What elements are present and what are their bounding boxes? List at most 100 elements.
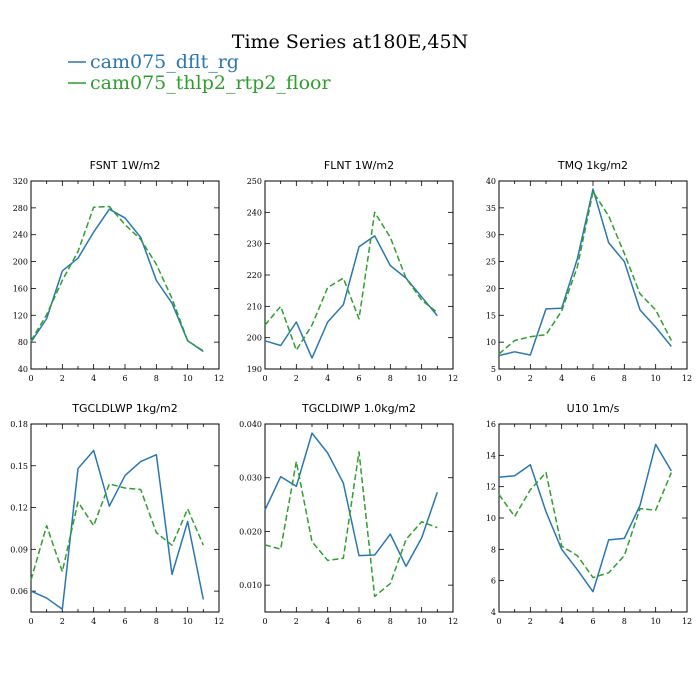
y-tick-label: 6	[491, 577, 496, 586]
series-line-0	[498, 188, 672, 357]
x-tick-label: 8	[154, 617, 159, 626]
series-line-0	[30, 208, 204, 353]
y-tick-label: 200	[13, 258, 28, 267]
x-tick-label: 6	[122, 617, 127, 626]
y-tick-label: 0.12	[10, 504, 28, 513]
x-tick-label: 10	[651, 617, 661, 626]
y-tick-label: 0.030	[239, 474, 262, 483]
panel-title: FSNT 1W/m2	[90, 159, 161, 172]
x-tick-label: 2	[60, 617, 65, 626]
x-tick-label: 10	[651, 374, 661, 383]
y-tick-label: 240	[247, 208, 262, 217]
x-tick-label: 0	[262, 617, 267, 626]
series-line-1	[30, 483, 205, 581]
y-tick-label: 0.15	[10, 462, 28, 471]
y-tick-label: 40	[18, 365, 28, 374]
panel-title: TGCLDIWP 1.0kg/m2	[301, 402, 416, 415]
x-tick-label: 6	[356, 617, 361, 626]
y-tick-label: 160	[13, 284, 28, 293]
panel-0: FSNT 1W/m2 0 2 4 6 8 10 12 40 80 120 160 200 240 280 32…	[13, 159, 224, 383]
y-tick-label: 30	[486, 231, 496, 240]
y-tick-label: 40	[486, 177, 496, 186]
panel-title: TGCLDLWP 1kg/m2	[71, 402, 177, 415]
y-tick-label: 25	[486, 258, 496, 267]
y-tick-label: 0.06	[10, 587, 28, 596]
x-tick-label: 8	[388, 374, 393, 383]
x-tick-label: 4	[559, 617, 564, 626]
panel-4: TGCLDIWP 1.0kg/m2 0 2 4 6 8 10 12 0.010 0.020 0.03…	[239, 402, 458, 626]
y-tick-label: 4	[491, 608, 496, 617]
series-line-1	[498, 471, 673, 579]
x-tick-label: 12	[682, 617, 692, 626]
series-line-1	[498, 190, 672, 355]
x-tick-label: 0	[496, 617, 501, 626]
x-tick-label: 0	[496, 374, 501, 383]
panel-5: U10 1m/s 0 2 4 6 8 10 12 4 6 8 10 12 14 16	[486, 402, 692, 626]
x-tick-label: 12	[682, 374, 692, 383]
legend-label-thlp2: cam075_thlp2_rtp2_floor	[90, 72, 331, 94]
x-tick-label: 0	[262, 374, 267, 383]
y-tick-label: 190	[247, 365, 262, 374]
panel-2: TMQ 1kg/m2 0 2 4 6 8 10 12 5 10 15 20 25 30 35 40	[486, 159, 692, 383]
x-tick-label: 6	[590, 617, 595, 626]
y-tick-label: 0.09	[10, 545, 28, 554]
x-tick-label: 4	[91, 374, 96, 383]
plot-frame	[498, 180, 688, 370]
y-tick-label: 16	[486, 420, 496, 429]
y-tick-label: 35	[486, 204, 496, 213]
y-tick-label: 120	[13, 311, 28, 320]
x-tick-label: 12	[214, 374, 224, 383]
panel-grid: FSNT 1W/m20 2 4 6 8 10 12408012016020024028032…	[10, 159, 692, 626]
x-tick-label: 10	[183, 617, 193, 626]
x-tick-label: 0	[28, 617, 33, 626]
y-tick-label: 0.040	[239, 420, 262, 429]
panel-3: TGCLDLWP 1kg/m2 0 2 4 6 8 10 12 0.06 0.09 0.12 0.15…	[10, 402, 224, 626]
y-tick-label: 0.18	[10, 420, 28, 429]
legend: cam075_dflt_rg cam075_thlp2_rtp2_floor	[68, 51, 331, 94]
y-tick-label: 0.020	[239, 527, 262, 536]
x-tick-label: 12	[448, 617, 458, 626]
y-tick-label: 240	[13, 231, 28, 240]
x-tick-label: 12	[448, 374, 458, 383]
y-tick-label: 15	[486, 311, 496, 320]
y-tick-label: 230	[247, 240, 262, 249]
x-tick-label: 0	[28, 374, 33, 383]
series-line-1	[264, 211, 438, 351]
panel-title: U10 1m/s	[567, 402, 620, 415]
y-tick-label: 5	[491, 365, 496, 374]
x-tick-label: 6	[356, 374, 361, 383]
x-tick-label: 10	[417, 374, 427, 383]
plot-frame	[264, 180, 454, 370]
y-tick-label: 12	[486, 483, 496, 492]
panel-title: TMQ 1kg/m2	[557, 159, 628, 172]
y-tick-label: 250	[247, 177, 262, 186]
x-tick-label: 2	[528, 617, 533, 626]
x-tick-label: 6	[122, 374, 127, 383]
x-tick-label: 2	[528, 374, 533, 383]
figure-title: Time Series at180E,45N	[232, 31, 468, 53]
y-tick-label: 280	[13, 204, 28, 213]
x-tick-label: 2	[294, 617, 299, 626]
legend-label-dflt: cam075_dflt_rg	[90, 51, 239, 73]
panel-1: FLNT 1W/m2 0 2 4 6 8 10 12 190 200 210 220 230 240 250	[247, 159, 458, 383]
y-tick-label: 220	[247, 271, 262, 280]
x-tick-label: 4	[325, 617, 330, 626]
y-tick-label: 200	[247, 334, 262, 343]
series-line-1	[264, 451, 438, 598]
series-line-0	[264, 432, 439, 568]
y-tick-label: 20	[486, 284, 496, 293]
y-tick-label: 210	[247, 302, 262, 311]
series-line-0	[264, 235, 438, 359]
y-tick-label: 10	[486, 514, 496, 523]
x-tick-label: 12	[214, 617, 224, 626]
y-tick-label: 0.010	[239, 581, 262, 590]
x-tick-label: 8	[622, 617, 627, 626]
plot-frame	[498, 423, 688, 613]
y-tick-label: 10	[486, 338, 496, 347]
y-tick-label: 8	[491, 545, 496, 554]
x-tick-label: 8	[388, 617, 393, 626]
x-tick-label: 2	[294, 374, 299, 383]
x-tick-label: 10	[417, 617, 427, 626]
y-tick-label: 14	[486, 451, 496, 460]
